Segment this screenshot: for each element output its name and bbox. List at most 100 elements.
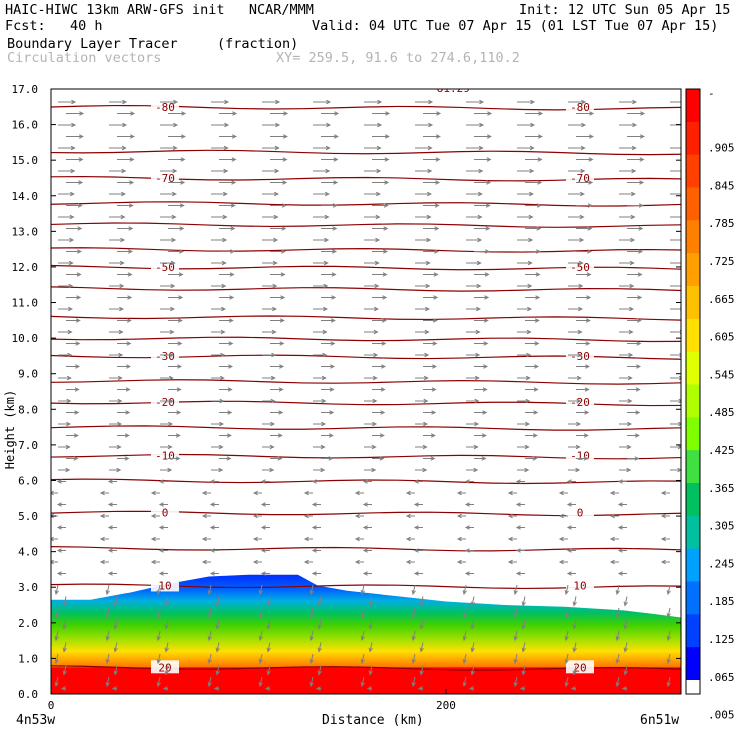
vector-shaft [514,630,518,641]
vector-head [486,134,492,139]
vector-head [476,306,482,312]
vector-head [219,398,225,404]
circulation-vector [670,147,681,149]
vector-head [252,490,258,496]
circulation-vector [321,180,339,185]
circulation-vector [474,387,488,392]
vector-shaft [157,584,161,595]
circulation-vector [670,216,681,218]
circulation-vector [168,456,181,461]
circulation-vector [517,283,533,289]
x-tick-label: 0 [48,699,55,712]
circulation-vector [303,513,313,519]
vector-head [228,341,234,346]
vector-head [117,398,123,404]
vector-shaft [565,653,569,664]
circulation-vector [158,525,168,530]
vector-shaft [106,607,110,618]
circulation-vector [670,101,681,103]
vector-head [617,479,623,484]
vector-head [468,686,474,691]
vector-head [260,525,266,530]
vector-shaft [522,596,526,606]
circulation-vector [619,99,638,105]
vector-head [258,612,263,619]
circulation-vector [364,283,380,289]
vector-head [479,99,485,105]
circulation-vector [609,559,619,565]
circulation-vector [619,421,633,427]
circulation-vector [558,513,568,519]
vector-head [201,490,207,496]
vector-head [534,364,540,369]
vector-head [636,318,642,323]
circulation-vector [58,421,72,427]
vector-head [483,364,489,369]
vector-shaft [157,630,161,641]
overlay-name: Circulation vectors [7,50,162,66]
circulation-vector [354,513,364,519]
circulation-vector [525,226,542,231]
vector-shaft [616,630,620,641]
vector-head [579,214,585,220]
vector-head [130,111,136,116]
circulation-vector [627,111,646,116]
circulation-vector [258,584,263,596]
vector-head [105,681,110,688]
vector-head [78,157,84,162]
vector-head [309,681,314,688]
vector-shaft [463,607,467,618]
circulation-vector [99,490,109,496]
colorbar-swatch [686,187,700,221]
circulation-vector [105,607,110,619]
vector-head [371,467,377,473]
vector-head [634,456,640,461]
circulation-vector [558,536,568,542]
circulation-vector [66,203,83,208]
circulation-vector [309,607,314,619]
circulation-vector [209,548,219,553]
vector-head [462,635,467,642]
circulation-vector [60,686,66,691]
colorbar-label: .305 [708,520,735,533]
colorbar-swatch [686,515,700,550]
vector-shaft [624,642,628,652]
vector-head [588,157,594,162]
vector-head [65,467,71,473]
vector-head [474,398,480,404]
vector-shaft [565,607,569,618]
axes: 0.01.02.03.04.05.06.07.08.09.010.011.012… [3,83,682,712]
colorbar-swatch [686,384,700,418]
vector-shaft [310,653,314,664]
vector-head [666,658,671,665]
vector-head [218,444,224,450]
vector-head [164,647,169,653]
circulation-vector [609,490,619,496]
circulation-vector [211,260,227,266]
y-tick-label: 5.0 [18,510,38,523]
vector-head [113,601,118,607]
circulation-vector [623,596,628,607]
vector-head [226,456,232,461]
vector-head [515,548,521,553]
circulation-vector [58,99,77,105]
y-tick-label: 7.0 [18,439,38,452]
colorbar-swatch [686,647,700,681]
vector-shaft [667,630,671,641]
vector-head [484,295,490,300]
circulation-vector [576,180,594,185]
vector-shaft [259,630,263,641]
vector-head [283,111,289,116]
vector-head [354,536,360,542]
vector-head [303,536,309,542]
circulation-vector [423,272,439,277]
circulation-vector [56,548,66,553]
circulation-vector [572,642,577,653]
vector-head [260,479,266,484]
circulation-vector [54,653,59,665]
plot-frame [50,88,682,695]
vector-head [581,122,587,128]
vector-head [266,624,271,630]
vector-head [323,260,329,266]
circulation-vector [66,180,84,185]
